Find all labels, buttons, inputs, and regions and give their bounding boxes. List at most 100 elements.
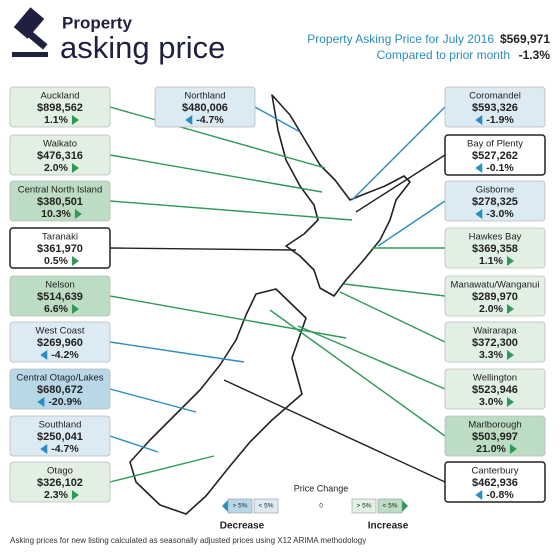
connector	[377, 200, 446, 247]
connector	[254, 106, 301, 133]
region-name: Wairarapa	[473, 326, 517, 337]
legend-title: Price Change	[294, 483, 349, 493]
region-change: -4.2%	[51, 349, 79, 361]
connector	[109, 200, 353, 221]
summary-value: $569,971	[500, 32, 550, 46]
region-box	[444, 86, 546, 128]
legend-label: > 5%	[233, 503, 248, 510]
region-box	[444, 321, 546, 363]
region-box	[9, 461, 111, 503]
region-box	[9, 275, 111, 317]
region-name: Southland	[39, 420, 82, 431]
region-change: 2.0%	[44, 162, 69, 174]
connector	[109, 341, 245, 363]
region-box	[444, 461, 546, 503]
region-change: -4.7%	[196, 114, 224, 126]
region-price: $361,970	[37, 243, 83, 255]
region-price: $380,501	[37, 196, 83, 208]
legend-arrow	[222, 500, 228, 512]
trend-arrow	[506, 350, 514, 360]
trend-arrow	[40, 350, 48, 360]
region-change: -4.7%	[51, 443, 79, 455]
connector	[109, 388, 197, 413]
legend-swatch	[227, 498, 253, 514]
trend-arrow	[475, 209, 483, 219]
connector	[355, 154, 446, 213]
trend-arrow	[71, 115, 79, 125]
region-name: Otago	[47, 466, 73, 477]
region-box	[444, 368, 546, 410]
trend-arrow	[37, 397, 45, 407]
connectors	[109, 106, 446, 483]
region-price: $289,970	[472, 291, 518, 303]
region-box	[444, 134, 546, 176]
legend-increase: Increase	[368, 521, 409, 532]
trend-arrow	[506, 397, 514, 407]
connector	[109, 295, 347, 339]
region-box	[9, 86, 111, 128]
region-box	[444, 180, 546, 222]
region-price: $369,358	[472, 243, 518, 255]
trend-arrow	[475, 490, 483, 500]
region-box	[444, 227, 546, 269]
trend-arrow	[475, 163, 483, 173]
region-name: Bay of Plenty	[467, 139, 523, 150]
region-change: 3.3%	[479, 349, 504, 361]
region-name: Auckland	[40, 91, 79, 102]
region-box	[9, 368, 111, 410]
legend-label: 0	[319, 503, 323, 510]
region-price: $593,326	[472, 102, 518, 114]
connector	[343, 283, 446, 297]
legend-label: < 5%	[383, 503, 398, 510]
legend-swatch	[351, 498, 377, 514]
region-price: $372,300	[472, 337, 518, 349]
summary-label: Property Asking Price for July 2016	[307, 32, 494, 46]
trend-arrow	[509, 444, 517, 454]
map	[129, 94, 411, 515]
region-name: Marlborough	[468, 420, 521, 431]
connector	[109, 154, 323, 193]
trend-arrow	[71, 163, 79, 173]
region-name: Coromandel	[469, 91, 521, 102]
region-change: -0.8%	[486, 489, 514, 501]
region-box	[444, 275, 546, 317]
region-change: -3.0%	[486, 208, 514, 220]
region-boxes: Auckland$898,5621.1%Waikato$476,3162.0%C…	[9, 86, 546, 503]
change-value: -1.3%	[519, 48, 551, 62]
trend-arrow	[506, 256, 514, 266]
region-price: $527,262	[472, 150, 518, 162]
connector	[223, 379, 446, 483]
region-box	[9, 321, 111, 363]
region-change: -20.9%	[48, 396, 82, 408]
region-box	[9, 134, 111, 176]
region-change: 21.0%	[476, 443, 506, 455]
region-change: 1.1%	[479, 255, 504, 267]
legend-swatch	[377, 498, 403, 514]
region-change: 3.0%	[479, 396, 504, 408]
region-name: Nelson	[45, 280, 75, 291]
region-change: 6.6%	[44, 303, 69, 315]
connector	[109, 435, 159, 453]
region-name: Waikato	[43, 139, 77, 150]
legend-swatch	[253, 498, 279, 514]
region-box	[9, 180, 111, 222]
trend-arrow	[71, 490, 79, 500]
region-name: Wellington	[473, 373, 517, 384]
region-name: Taranaki	[42, 232, 78, 243]
connector	[109, 247, 297, 251]
trend-arrow	[475, 115, 483, 125]
region-name: Canterbury	[472, 466, 519, 477]
logo	[12, 7, 48, 57]
region-change: 10.3%	[41, 208, 71, 220]
connector	[269, 309, 446, 437]
legend: Price Change Decrease Increase > 5% < 5% 0…	[220, 483, 409, 531]
connector	[297, 325, 446, 390]
region-name: Central Otago/Lakes	[16, 373, 103, 384]
trend-arrow	[71, 256, 79, 266]
trend-arrow	[74, 209, 82, 219]
trend-arrow	[71, 304, 79, 314]
region-price: $514,639	[37, 291, 83, 303]
region-price: $250,041	[37, 431, 83, 443]
trend-arrow	[506, 304, 514, 314]
